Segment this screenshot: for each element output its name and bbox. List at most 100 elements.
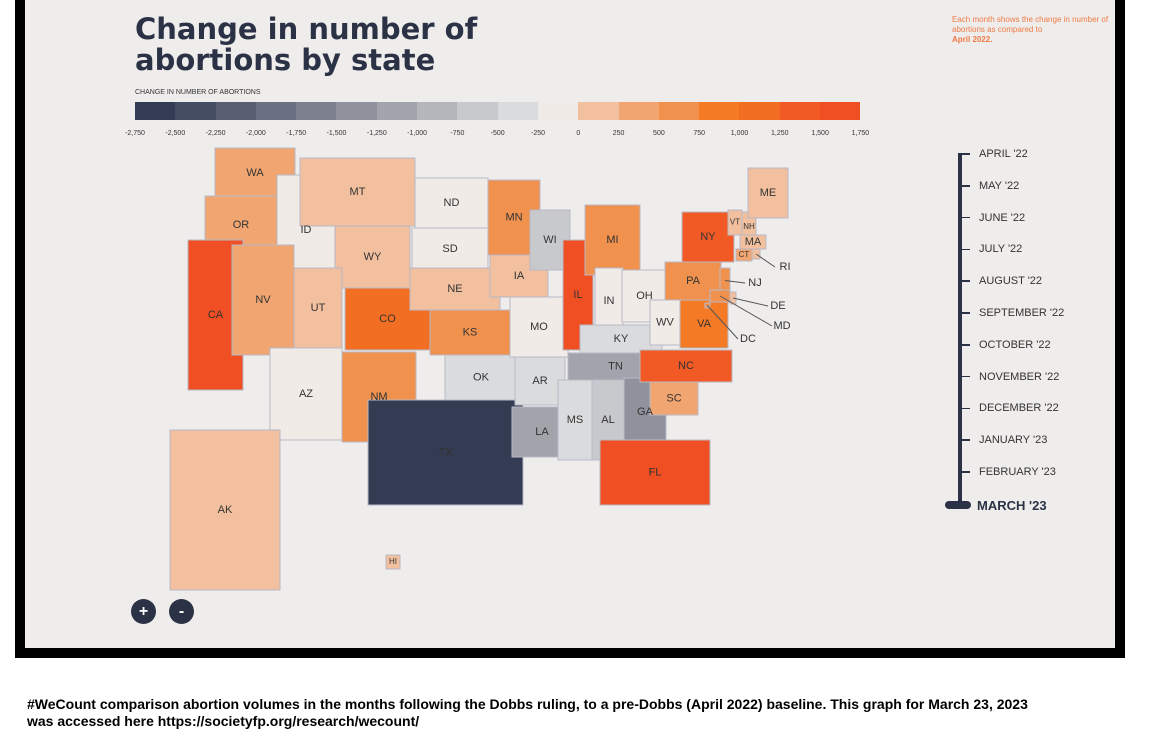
page-title: Change in number of abortions by state	[135, 12, 478, 77]
state-hi[interactable]	[385, 554, 401, 570]
month-label: MAY '22	[979, 179, 1020, 192]
timeline-tick	[958, 153, 970, 155]
timeline-month[interactable]: MARCH '23	[945, 498, 1047, 513]
timeline-month[interactable]: FEBRUARY '23	[958, 466, 1056, 478]
legend-tick-label: 0	[576, 130, 581, 137]
leader-line	[724, 280, 746, 284]
month-label: FEBRUARY '23	[979, 466, 1056, 478]
state-mo[interactable]	[509, 296, 569, 358]
month-label: AUGUST '22	[979, 275, 1043, 288]
state-label: WV	[656, 316, 674, 328]
state-label: DE	[770, 300, 785, 312]
state-label: MS	[567, 414, 584, 426]
month-label: JUNE '22	[979, 211, 1026, 224]
leader-line	[755, 253, 776, 268]
legend-tick-label: -2,750	[125, 130, 145, 137]
state-label: MN	[505, 211, 522, 223]
state-label: KS	[463, 326, 478, 338]
state-label: ID	[301, 224, 312, 236]
legend-tick-label: 500	[653, 130, 665, 137]
state-label: OR	[233, 219, 250, 231]
state-ny[interactable]	[681, 211, 735, 263]
state-label: RI	[780, 261, 791, 273]
timeline-month[interactable]: DECEMBER '22	[958, 402, 1059, 414]
state-label: GA	[637, 406, 654, 418]
state-sd[interactable]	[411, 227, 489, 271]
us-state-map: WA OR CA ID NV MT WY UT CO AZ NM ND SD NE KS OK TX MN IA MO…	[169, 147, 791, 591]
timeline-month[interactable]: JULY '22	[958, 243, 1022, 255]
legend-swatch	[457, 102, 498, 120]
legend-swatch	[497, 102, 538, 120]
state-label: WI	[543, 234, 556, 246]
state-ok[interactable]	[444, 354, 518, 401]
month-label: NOVEMBER '22	[979, 370, 1060, 383]
timeline-month[interactable]: NOVEMBER '22	[958, 371, 1059, 383]
legend-swatch	[779, 102, 821, 120]
state-label: NH	[743, 222, 755, 231]
state-label: NE	[447, 283, 462, 295]
state-label: OH	[636, 290, 653, 302]
month-label: JULY '22	[979, 243, 1023, 256]
state-sc[interactable]	[649, 381, 699, 416]
state-ms[interactable]	[557, 379, 593, 461]
legend-tick-label: -1,500	[326, 130, 347, 137]
note-text: Each month shows the change in number of…	[952, 15, 1109, 34]
leader-line	[732, 297, 769, 307]
state-me[interactable]	[747, 167, 789, 219]
legend-swatch	[699, 102, 740, 120]
timeline-tick	[958, 312, 970, 314]
state-label: VT	[730, 218, 740, 227]
timeline-track	[958, 154, 962, 506]
month-label: APRIL '22	[979, 148, 1028, 160]
legend-swatch	[820, 102, 861, 120]
timeline-month[interactable]: JUNE '22	[958, 212, 1025, 224]
timeline-month[interactable]: MAY '22	[958, 180, 1019, 192]
legend-swatch	[255, 102, 297, 120]
state-nd[interactable]	[414, 177, 489, 229]
state-label: MO	[530, 321, 548, 333]
month-timeline[interactable]: APRIL '22 MAY '22 JUNE '22 JULY '22 AUGUST '…	[945, 148, 1115, 513]
state-label: IL	[573, 289, 582, 301]
state-label: SC	[666, 392, 681, 404]
legend-swatch	[578, 102, 619, 120]
state-mt[interactable]	[299, 157, 416, 227]
timeline-month[interactable]: APRIL '22	[958, 148, 1028, 160]
state-ks[interactable]	[429, 309, 511, 356]
state-mi[interactable]	[584, 204, 641, 276]
timeline-month[interactable]: SEPTEMBER '22	[958, 307, 1064, 319]
legend-swatch	[537, 102, 579, 120]
legend-swatch	[215, 102, 256, 120]
state-nv[interactable]	[231, 244, 295, 356]
zoom-in-button[interactable]: +	[131, 599, 156, 624]
state-label: TN	[608, 360, 623, 372]
state-label: FL	[649, 466, 662, 478]
state-fl[interactable]	[599, 439, 711, 506]
timeline-month[interactable]: AUGUST '22	[958, 275, 1042, 287]
state-tx[interactable]	[367, 399, 524, 506]
state-label: CO	[379, 313, 396, 325]
state-wy[interactable]	[334, 225, 411, 289]
leader-line	[719, 295, 773, 327]
state-label: AR	[532, 375, 547, 387]
state-wv[interactable]	[649, 299, 681, 346]
timeline-tick	[958, 375, 970, 378]
legend-swatch	[175, 102, 216, 120]
timeline-tick	[958, 185, 970, 187]
legend-title: CHANGE IN NUMBER OF ABORTIONS	[135, 89, 261, 96]
state-ar[interactable]	[514, 356, 566, 406]
state-label: MT	[350, 186, 366, 198]
legend-tick-label: 750	[693, 130, 706, 137]
legend-swatch	[739, 102, 780, 120]
state-nc[interactable]	[639, 349, 733, 383]
state-ak[interactable]	[169, 429, 281, 591]
state-label: NC	[678, 360, 694, 372]
state-label: IN	[604, 295, 615, 307]
timeline-month[interactable]: JANUARY '23	[958, 434, 1047, 446]
state-label: NJ	[748, 277, 761, 289]
legend-swatch	[376, 102, 418, 120]
state-label: OK	[473, 371, 490, 383]
zoom-out-button[interactable]: -	[169, 599, 194, 624]
state-label: TX	[438, 446, 453, 458]
timeline-month[interactable]: OCTOBER '22	[958, 339, 1051, 351]
state-az[interactable]	[269, 347, 343, 441]
